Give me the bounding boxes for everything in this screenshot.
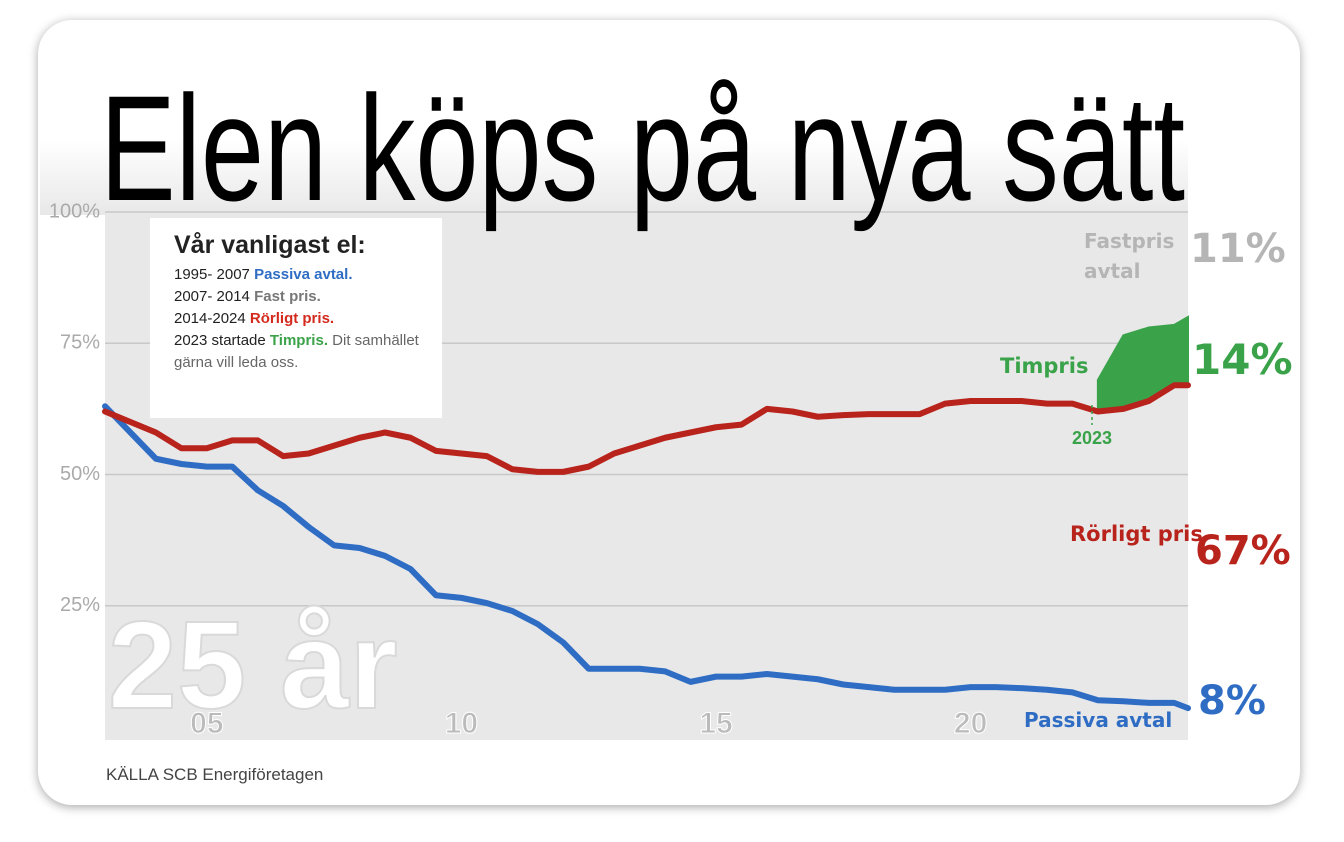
info-lines: 1995- 2007 Passiva avtal. 2007- 2014 Fast…: [174, 264, 432, 374]
fastpris-value: 11%: [1190, 226, 1286, 272]
info-text: 2023 startade: [174, 332, 270, 349]
x-tick-label: 10: [445, 707, 478, 740]
series-line: [102, 382, 1191, 475]
info-line: 1995- 2007 Passiva avtal.: [174, 264, 432, 286]
info-rest: Dit samhället gärna vill leda oss.: [174, 332, 419, 371]
y-tick-label: 75%: [60, 332, 100, 354]
marker-label: 2023: [1072, 428, 1112, 448]
x-tick-label: 15: [699, 707, 732, 740]
source: KÄLLA SCB Energiföretagen: [106, 765, 324, 784]
series-end-value: 14%: [1192, 335, 1293, 384]
info-line: 2014-2024 Rörligt pris.: [174, 308, 432, 330]
info-text: 2007- 2014: [174, 288, 255, 305]
info-heading: Vår vanligast el:: [174, 231, 366, 259]
x-tick-label: 20: [954, 707, 987, 740]
chart-title: Elen köps på nya sätt: [100, 64, 1185, 232]
series-end-value: 8%: [1198, 678, 1266, 724]
series-label: Rörligt pris: [1070, 522, 1203, 546]
y-tick-label: 50%: [60, 463, 100, 485]
series-label: Passiva avtal: [1024, 708, 1173, 732]
fastpris-label: Fastpris avtal: [1084, 229, 1175, 283]
series-label: Timpris: [1000, 354, 1089, 378]
info-line: 2007- 2014 Fast pris.: [174, 286, 432, 308]
x-tick-label: 05: [190, 707, 223, 740]
info-highlight: Rörligt pris.: [249, 310, 335, 327]
info-highlight: Passiva avtal.: [254, 266, 353, 283]
watermark: 25 år: [108, 597, 398, 735]
series-line: [102, 403, 1191, 712]
y-tick-label: 25%: [60, 594, 100, 616]
info-highlight: Timpris.: [269, 332, 328, 349]
info-line: 2023 startade Timpris. Dit samhället gär…: [174, 330, 432, 374]
series-end-value: 67%: [1195, 528, 1291, 574]
plot-fade: [40, 140, 1188, 215]
y-tick-label: 100%: [49, 200, 100, 222]
info-text: 1995- 2007: [174, 266, 255, 283]
info-highlight: Fast pris.: [254, 288, 321, 305]
info-box: Vår vanligast el: 1995- 2007 Passiva avt…: [150, 218, 442, 418]
info-text: 2014-2024: [174, 310, 250, 327]
